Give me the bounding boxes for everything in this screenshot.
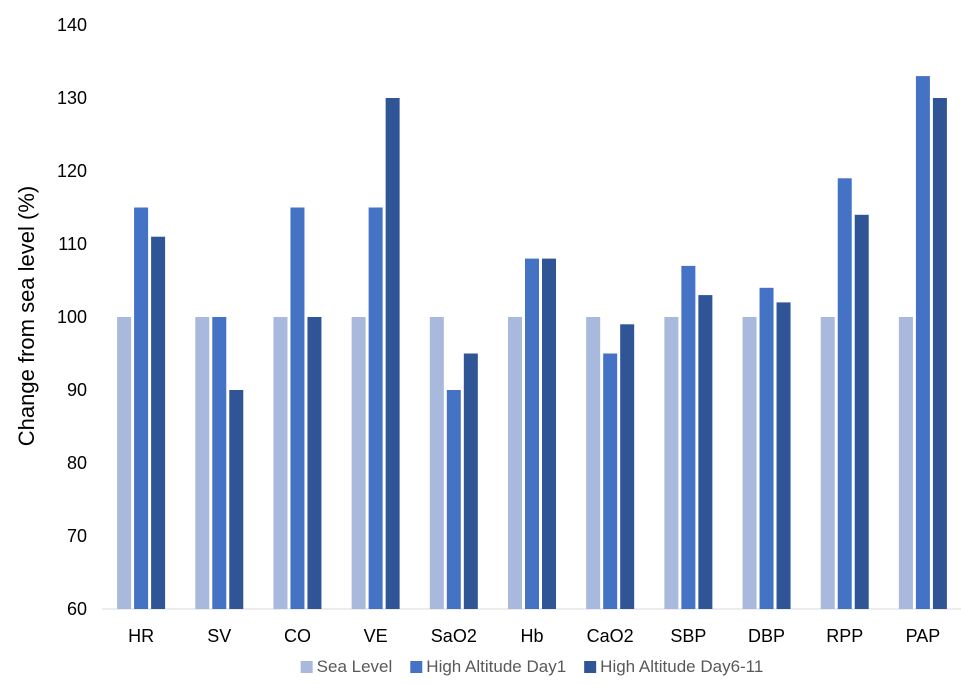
bar-sv-series-3	[229, 390, 244, 609]
legend-swatch	[584, 661, 597, 673]
x-tick-label-ve: VE	[364, 626, 388, 646]
bar-pap-series-2	[915, 76, 930, 610]
bar-hb-series-3	[542, 258, 556, 609]
legend-label: Sea Level	[317, 657, 393, 676]
x-tick-label-co: CO	[284, 626, 311, 646]
legend-label: High Altitude Day6-11	[600, 657, 763, 676]
bar-dbp-series-3	[776, 302, 791, 609]
legend: Sea Level High Altitude Day1 High Altitude…	[300, 657, 763, 676]
bar-ve-series-2	[368, 207, 383, 609]
x-tick-label-rpp: RPP	[826, 626, 863, 646]
bar-cao2-series-2	[603, 353, 618, 609]
bar-pap-series-3	[932, 98, 947, 609]
y-tick-label: 100	[57, 307, 87, 327]
bar-sv-series-1	[195, 317, 210, 609]
x-tick-label-hr: HR	[128, 626, 154, 646]
bar-dbp-series-1	[742, 317, 757, 609]
bar-sv-series-2	[212, 317, 227, 609]
bar-sbp-series-3	[698, 295, 713, 609]
bar-ve-series-1	[351, 317, 366, 609]
y-tick-label: 130	[57, 88, 87, 108]
bar-co-series-2	[290, 207, 305, 609]
y-tick-label: 140	[57, 15, 87, 35]
bar-rpp-series-2	[837, 178, 852, 610]
y-axis-title: Change from sea level (%)	[14, 186, 39, 446]
x-tick-label-dbp: DBP	[748, 626, 785, 646]
legend-item: High Altitude Day6-11	[584, 657, 763, 676]
legend-swatch	[300, 661, 313, 673]
bar-hr-series-2	[134, 207, 149, 609]
y-tick-label: 120	[57, 161, 87, 181]
bar-cao2-series-1	[586, 317, 601, 609]
bar-hb-series-2	[525, 258, 539, 609]
bars-group	[117, 76, 947, 610]
bar-sbp-series-1	[664, 317, 679, 609]
bar-hr-series-1	[117, 317, 132, 609]
y-tick-label: 70	[67, 526, 87, 546]
x-tick-label-sv: SV	[207, 626, 231, 646]
legend-item: High Altitude Day1	[410, 657, 566, 676]
bar-hr-series-3	[151, 236, 166, 609]
y-tick-label: 110	[58, 234, 87, 254]
bar-co-series-3	[307, 317, 322, 609]
bar-rpp-series-1	[820, 317, 835, 609]
y-axis-tick-labels: 60 70 80 90 100 110 120 130 140	[57, 15, 87, 619]
y-tick-label: 80	[67, 453, 87, 473]
x-tick-label-hb: Hb	[520, 626, 543, 646]
x-axis-tick-labels: HR SV CO VE SaO2 Hb CaO2 SBP DBP RPP PAP	[128, 626, 940, 646]
bar-cao2-series-3	[620, 324, 635, 609]
bar-rpp-series-3	[854, 214, 869, 610]
bar-sao2-series-3	[463, 353, 478, 609]
bar-sao2-series-1	[429, 317, 444, 609]
legend-label: High Altitude Day1	[426, 657, 566, 676]
x-tick-label-cao2: CaO2	[587, 626, 634, 646]
y-tick-label: 60	[67, 599, 87, 619]
bar-co-series-1	[273, 317, 288, 609]
y-tick-label: 90	[67, 380, 87, 400]
bar-ve-series-3	[385, 98, 400, 609]
bar-hb-series-1	[508, 317, 522, 609]
bar-sao2-series-2	[446, 390, 461, 609]
x-tick-label-sao2: SaO2	[431, 626, 477, 646]
bar-sbp-series-2	[681, 265, 696, 609]
legend-item: Sea Level	[300, 657, 393, 676]
bar-dbp-series-2	[759, 287, 774, 609]
bar-pap-series-1	[898, 317, 913, 609]
legend-swatch	[410, 661, 423, 673]
x-tick-label-pap: PAP	[906, 626, 941, 646]
x-tick-label-sbp: SBP	[670, 626, 706, 646]
